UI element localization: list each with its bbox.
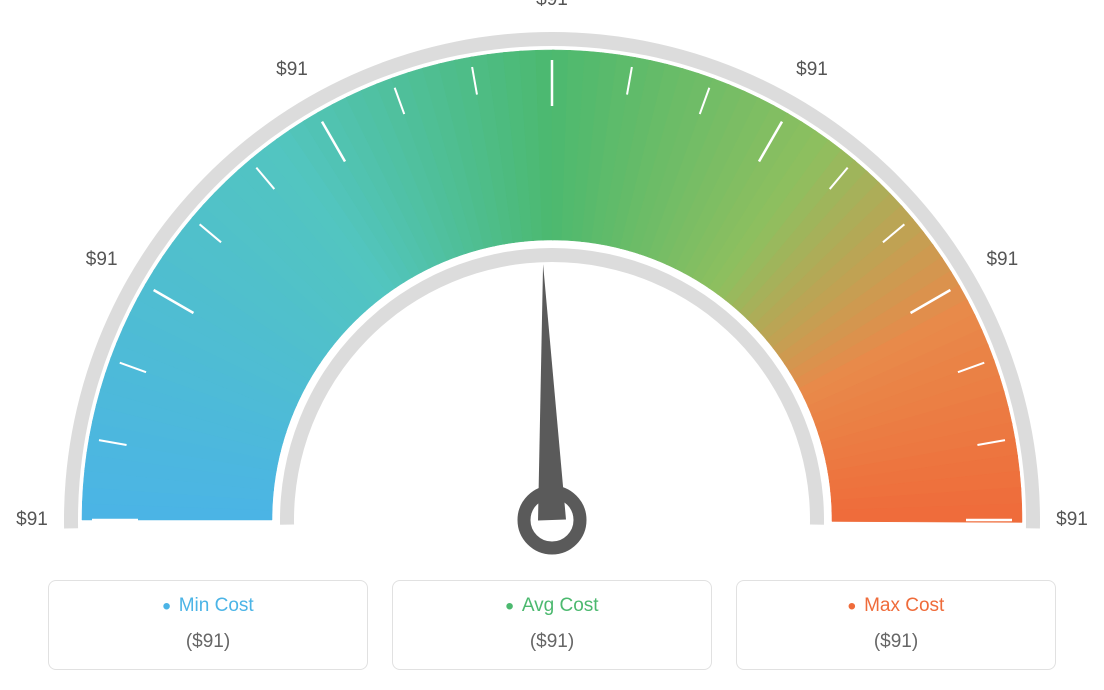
max-cost-label: Max Cost xyxy=(755,595,1037,617)
avg-cost-value: ($91) xyxy=(411,631,693,653)
gauge-tick-label: $91 xyxy=(536,0,568,11)
min-cost-value: ($91) xyxy=(67,631,349,653)
avg-cost-card: Avg Cost ($91) xyxy=(392,580,712,670)
avg-cost-label: Avg Cost xyxy=(411,595,693,617)
max-cost-card: Max Cost ($91) xyxy=(736,580,1056,670)
gauge-tick-label: $91 xyxy=(1056,509,1088,531)
summary-row: Min Cost ($91) Avg Cost ($91) Max Cost (… xyxy=(0,580,1104,670)
gauge-tick-label: $91 xyxy=(796,59,828,81)
gauge-svg xyxy=(0,0,1104,560)
min-cost-card: Min Cost ($91) xyxy=(48,580,368,670)
max-cost-value: ($91) xyxy=(755,631,1037,653)
gauge-area: $91 $91 $91 $91 $91 $91 $91 xyxy=(0,0,1104,560)
gauge-tick-label: $91 xyxy=(986,249,1018,271)
gauge-chart: $91 $91 $91 $91 $91 $91 $91 Min Cost ($91) Avg… xyxy=(0,0,1104,690)
gauge-tick-label: $91 xyxy=(276,59,308,81)
gauge-tick-label: $91 xyxy=(86,249,118,271)
min-cost-label: Min Cost xyxy=(67,595,349,617)
gauge-tick-label: $91 xyxy=(16,509,48,531)
